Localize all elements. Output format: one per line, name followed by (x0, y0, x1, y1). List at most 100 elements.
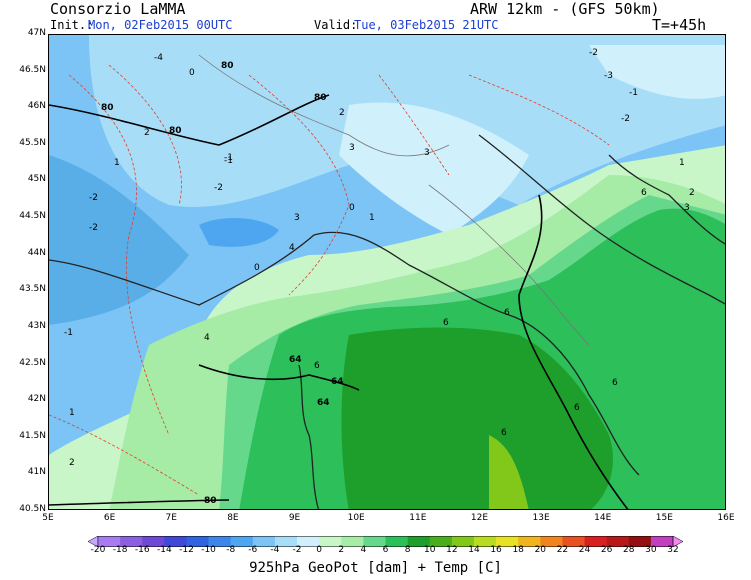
temp-label: 2 (339, 108, 345, 118)
latitude-label: 44N (27, 247, 46, 258)
colorbar-label: 20 (534, 545, 547, 555)
northeast-cold-area (589, 45, 725, 99)
temp-label: -2 (89, 223, 98, 233)
longitude-label: 7E (165, 513, 177, 523)
colorbar-label: 26 (600, 545, 613, 555)
latitude-label: 44.5N (19, 211, 46, 222)
temp-label: -2 (589, 48, 598, 58)
colorbar-label: 16 (490, 545, 502, 555)
latitude-label: 45N (27, 174, 46, 185)
latitude-label: 43N (27, 320, 46, 331)
temp-label: 6 (504, 308, 510, 318)
model-title: ARW 12km - (GFS 50km) (470, 0, 660, 18)
colorbar-swatch (473, 536, 497, 547)
valid-label: Valid: (314, 18, 358, 32)
contour-labels: -4 -2 -1 0 1 2 3 4 6 -2 -1 0 1 2 3 -2 -1… (64, 48, 695, 506)
colorbar-label: 22 (556, 545, 569, 555)
temp-contour-4 (378, 74, 450, 176)
latitude-label: 42N (27, 394, 46, 405)
colorbar-swatch (274, 536, 298, 547)
weather-map: -4 -2 -1 0 1 2 3 4 6 -2 -1 0 1 2 3 -2 -1… (48, 34, 726, 510)
colorbar-swatch (120, 536, 143, 547)
geopot-contour-north (49, 94, 330, 146)
geopot-label: 64 (317, 398, 330, 408)
temp-label: -2 (89, 193, 98, 203)
colorbar-swatch (98, 536, 121, 547)
border-3 (518, 264, 590, 346)
colorbar-swatch (562, 536, 585, 547)
colorbar-label: 10 (423, 545, 436, 555)
latitude-label: 45.5N (19, 137, 46, 148)
colorbar-swatch (164, 536, 187, 547)
colorbar-swatch (650, 536, 674, 547)
latitude-label: 41.5N (19, 430, 46, 441)
geopot-label: 80 (314, 93, 327, 103)
geopot-contour-far-south (49, 499, 230, 506)
temp-label: -4 (154, 53, 163, 63)
temp-label: 3 (294, 213, 300, 223)
colorbar-label: 6 (382, 545, 389, 555)
init-label: Init.: (50, 18, 94, 32)
colorbar-swatch (252, 536, 276, 547)
longitude-label: 16E (717, 513, 735, 523)
warmest-area (489, 435, 529, 509)
temp-label: 1 (69, 408, 75, 418)
colorbar-label: 8 (404, 545, 411, 555)
geopot-label: 64 (289, 355, 302, 365)
croatia-coast (608, 154, 725, 245)
colorbar-label: -4 (270, 545, 280, 555)
colorbar-swatch (451, 536, 475, 547)
latitude-label: 46.5N (19, 64, 46, 75)
colorbar-label: 28 (623, 545, 635, 555)
temp-label: -2 (621, 114, 630, 124)
colorbar-label: 0 (316, 545, 323, 555)
temp-label: 1 (114, 158, 120, 168)
map-canvas: -4 -2 -1 0 1 2 3 4 6 -2 -1 0 1 2 3 -2 -1… (49, 35, 725, 509)
colorbar-swatch (385, 536, 408, 547)
temp-contour-1 (68, 74, 170, 436)
temp-label: -2 (214, 183, 223, 193)
geopot-label: 80 (204, 496, 217, 506)
latitude-label: 46N (27, 101, 46, 112)
temp-label: 6 (641, 188, 647, 198)
geopotential-contours (49, 94, 629, 509)
colorbar-swatch (186, 536, 209, 547)
colorbar-label: 14 (468, 545, 480, 555)
longitude-label: 14E (594, 513, 612, 523)
geopot-label: 64 (331, 377, 344, 387)
geopot-label: 80 (101, 103, 114, 113)
latitude-label: 40.5N (19, 504, 46, 514)
colorbar-swatch (518, 536, 541, 547)
colorbar-swatch (429, 536, 453, 547)
temp-label: 2 (69, 458, 75, 468)
colorbar-swatch (606, 536, 630, 547)
latitude-label: 43.5N (19, 284, 46, 295)
temp-label: 6 (314, 361, 320, 371)
longitude-label: 13E (532, 513, 550, 523)
temp-label: 2 (689, 188, 695, 198)
colorbar-label: 12 (446, 545, 458, 555)
temp-contour-2 (108, 64, 182, 206)
temp-label: 3 (684, 203, 690, 213)
temp-label: -1 (64, 328, 73, 338)
temp-label: -1 (224, 153, 233, 163)
colorbar-label: 18 (512, 545, 524, 555)
colorbar-swatch (363, 536, 386, 547)
longitude-label: 11E (409, 513, 427, 523)
temp-label: 6 (612, 378, 618, 388)
org-title: Consorzio LaMMA (50, 0, 186, 18)
geopot-label: 80 (169, 126, 182, 136)
colorbar-outline (97, 536, 674, 547)
corsica-coast (298, 364, 320, 509)
border-2 (428, 184, 520, 266)
colorbar-label: 4 (360, 545, 367, 555)
italy-west-coast (49, 231, 640, 476)
temp-label: 2 (144, 128, 150, 138)
forecast-step: T=+45h (652, 16, 707, 34)
colorbar-label: 32 (667, 545, 679, 555)
temp-label: 3 (424, 148, 430, 158)
geopot-contour-south (198, 364, 360, 391)
colorbar-label: -2 (292, 545, 302, 555)
latitude-label: 47N (27, 28, 46, 38)
longitude-label: 15E (655, 513, 673, 523)
